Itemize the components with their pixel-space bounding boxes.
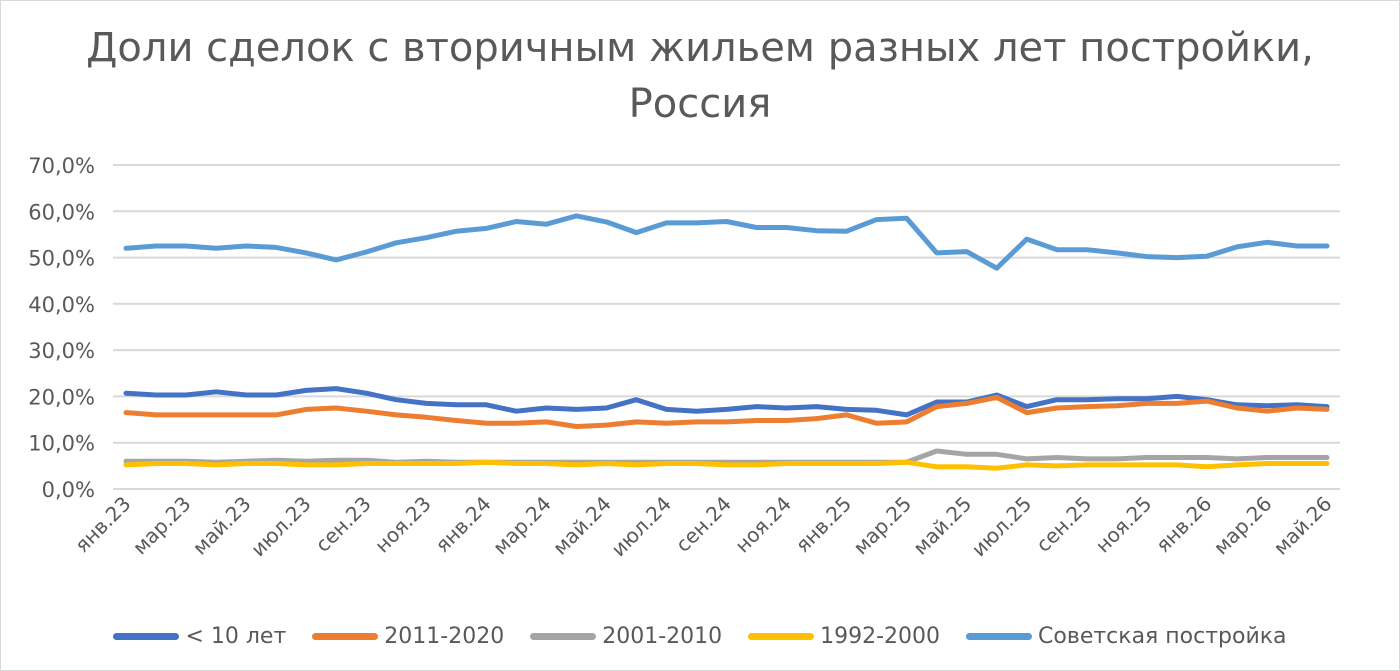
legend-label: < 10 лет	[185, 624, 287, 649]
series-line-3	[123, 448, 1330, 465]
y-tick-label: 30,0%	[28, 339, 95, 363]
x-tick-label: май.25	[908, 492, 976, 560]
x-tick-label: ноя.23	[370, 492, 436, 558]
series-line-4	[123, 459, 1330, 471]
legend-item: < 10 лет	[113, 624, 286, 649]
legend-swatch	[530, 633, 597, 640]
series-line-5	[123, 213, 1330, 271]
x-tick-label: мар.24	[488, 492, 556, 560]
series-line-1	[123, 386, 1330, 418]
legend-item: 2001-2010	[530, 624, 722, 649]
legend-label: 2001-2010	[602, 624, 723, 649]
y-tick-label: 70,0%	[28, 154, 95, 178]
x-tick-label: мар.23	[128, 492, 196, 560]
legend-swatch	[312, 633, 379, 640]
y-tick-label: 40,0%	[28, 293, 95, 317]
legend-label: Советская постройка	[1038, 624, 1287, 649]
legend-swatch	[966, 633, 1033, 640]
x-tick-label: мар.26	[1209, 492, 1277, 560]
gridlines	[113, 164, 1340, 490]
x-tick-label: май.24	[548, 492, 616, 560]
x-tick-label: мар.25	[848, 492, 916, 560]
x-tick-label: май.26	[1269, 492, 1337, 560]
x-tick-label: июл.25	[967, 492, 1037, 562]
x-tick-label: май.23	[188, 492, 256, 560]
series-line-2	[123, 394, 1330, 429]
y-axis-ticks: 0,0% 10,0% 20,0% 30,0% 40,0% 50,0% 60,0% 70,0%	[28, 154, 95, 502]
y-tick-label: 60,0%	[28, 200, 95, 224]
legend-item: Советская постройка	[966, 624, 1287, 649]
legend-label: 2011-2020	[384, 624, 505, 649]
y-tick-label: 50,0%	[28, 247, 95, 271]
legend-swatch	[113, 633, 180, 640]
legend-swatch	[748, 633, 815, 640]
legend-item: 1992-2000	[748, 624, 940, 649]
chart-title-line-1: Доли сделок с вторичным жильем разных ле…	[86, 25, 1314, 71]
chart-title-line-2: Россия	[628, 81, 772, 127]
x-tick-label: июл.24	[606, 492, 676, 562]
x-tick-label: сен.24	[671, 492, 736, 557]
x-tick-label: ноя.25	[1091, 492, 1157, 558]
x-tick-label: янв.24	[430, 492, 496, 558]
x-tick-label: ноя.24	[730, 492, 796, 558]
y-tick-label: 20,0%	[28, 385, 95, 409]
legend-item: 2011-2020	[312, 624, 504, 649]
x-axis-ticks: янв.23мар.23май.23июл.23сен.23ноя.23янв.…	[70, 492, 1337, 562]
legend-label: 1992-2000	[820, 624, 941, 649]
y-tick-label: 10,0%	[28, 432, 95, 456]
x-tick-label: сен.23	[311, 492, 376, 557]
x-tick-label: янв.25	[791, 492, 857, 558]
series-lines	[123, 213, 1330, 471]
y-tick-label: 0,0%	[42, 478, 95, 502]
chart-title: Доли сделок с вторичным жильем разных ле…	[0, 20, 1400, 132]
legend: < 10 лет 2011-2020 2001-2010 1992-2000 Совет…	[0, 624, 1400, 649]
x-tick-label: янв.26	[1151, 492, 1217, 558]
x-tick-label: июл.23	[246, 492, 316, 562]
x-tick-label: сен.25	[1031, 492, 1096, 557]
